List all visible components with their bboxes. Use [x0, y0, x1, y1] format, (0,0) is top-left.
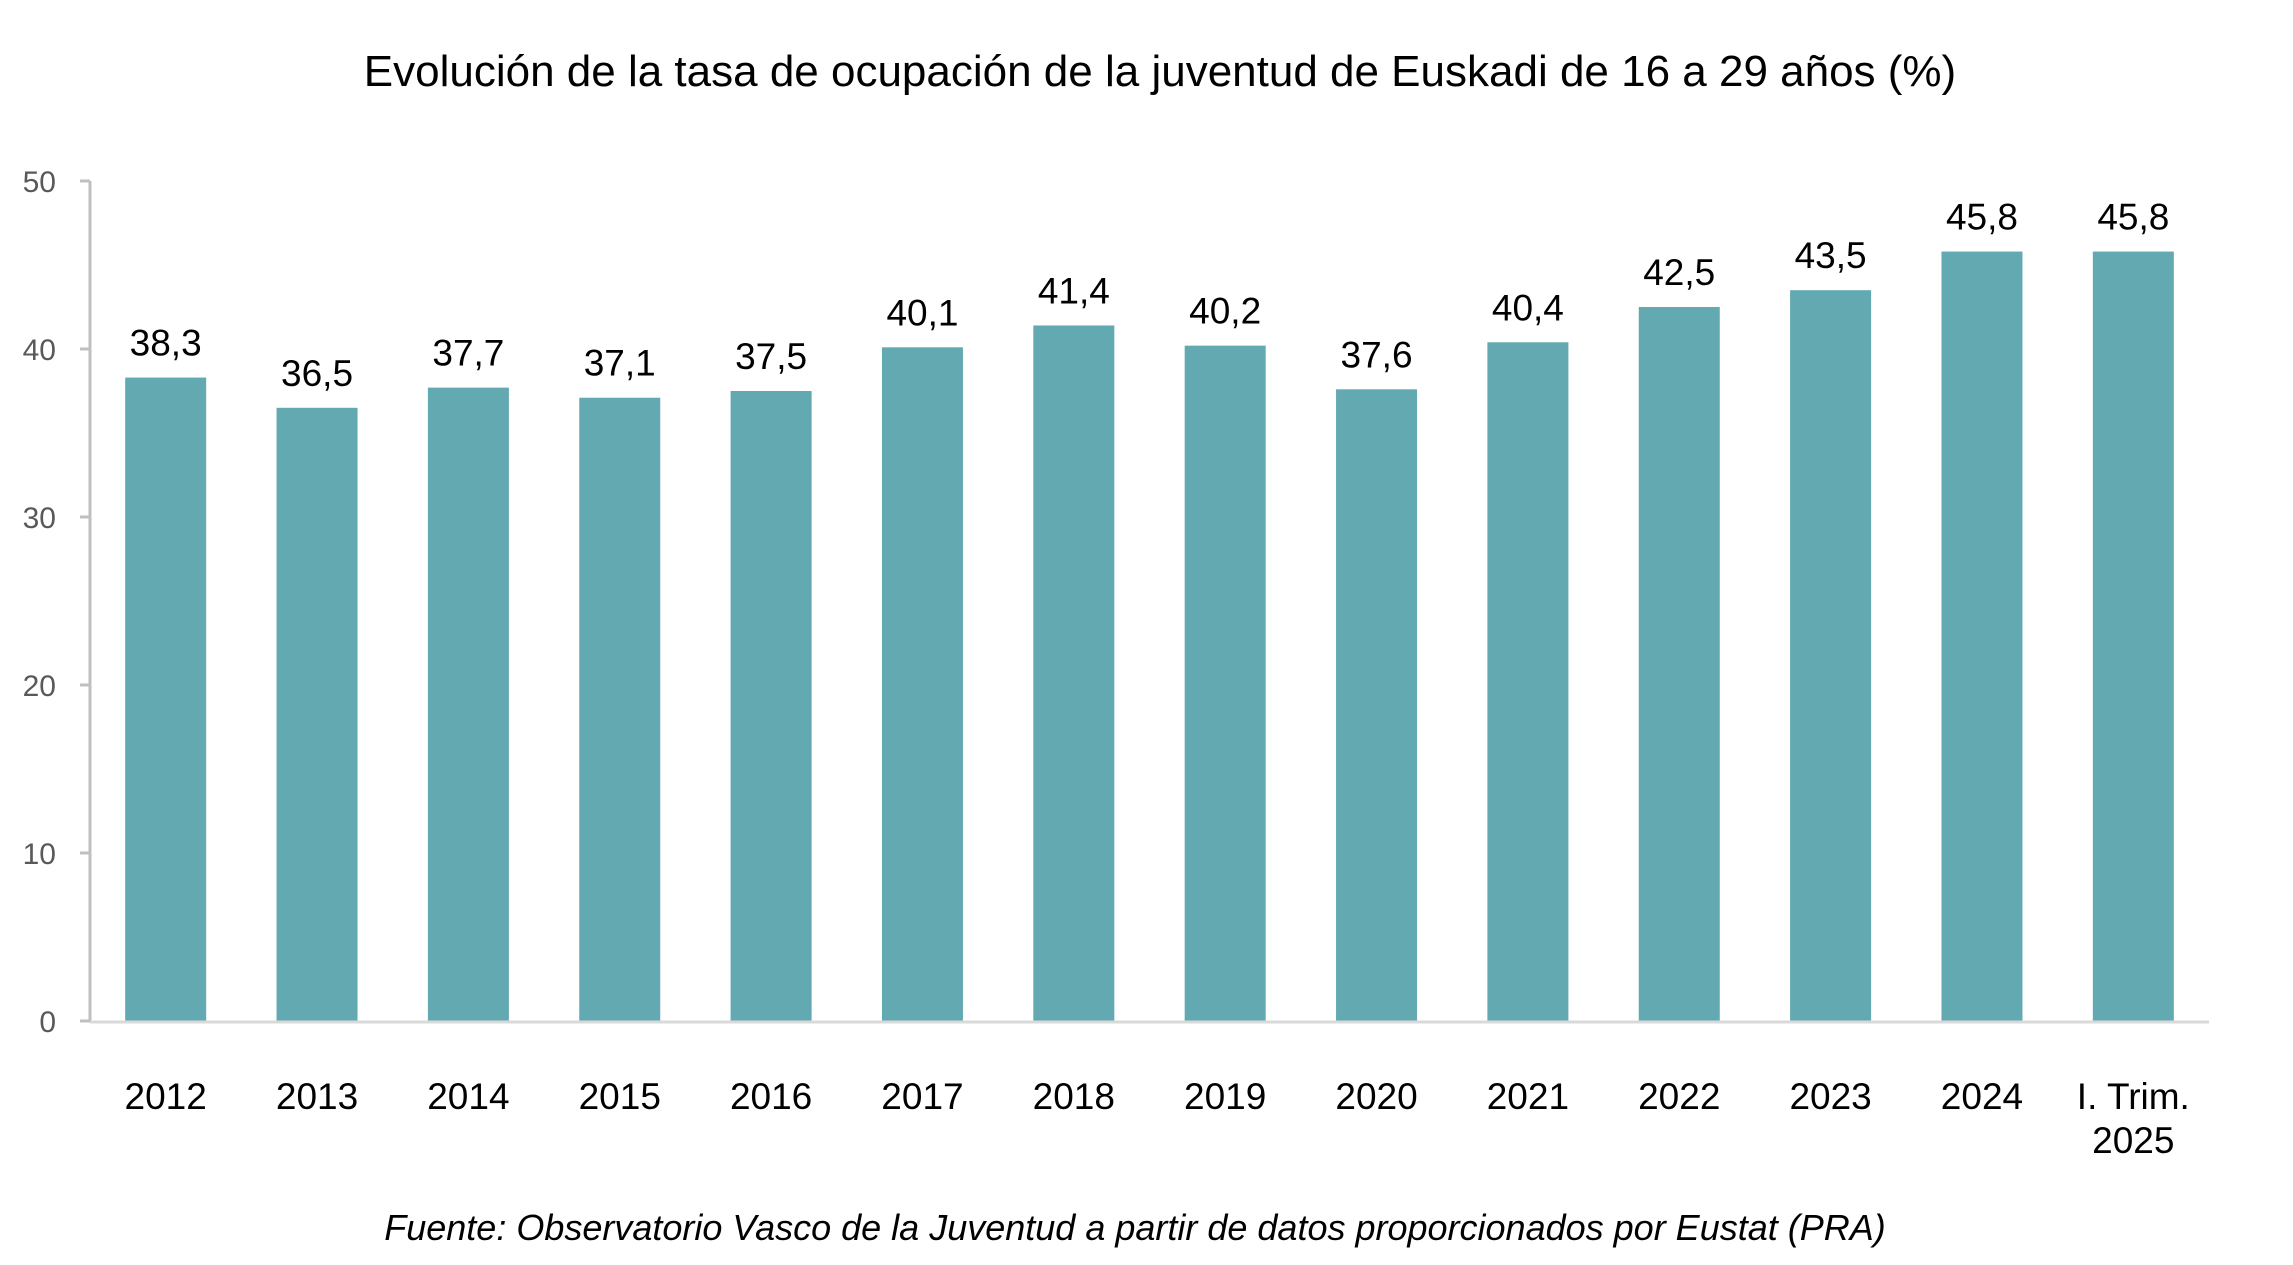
bar: [2092, 251, 2174, 1021]
data-label: 40,4: [1492, 287, 1564, 328]
x-tick-label: 2024: [1941, 1076, 2023, 1117]
y-tick-label: 30: [23, 502, 56, 535]
x-tick-label: 2012: [125, 1076, 207, 1117]
x-tick-label: 2020: [1335, 1076, 1417, 1117]
bars: 38,3 36,5 37,7 37,1 37,5 40,1 41,4 40,2 37,6 40,4…: [125, 197, 2174, 1022]
bar: [427, 387, 509, 1021]
bar: [1638, 307, 1720, 1021]
x-tick-label: 2015: [579, 1076, 661, 1117]
x-tick-label: 2022: [1638, 1076, 1720, 1117]
bar: [1033, 325, 1115, 1022]
x-tick-label: 2023: [1789, 1076, 1871, 1117]
x-tick-label: 2021: [1487, 1076, 1569, 1117]
data-label: 38,3: [130, 323, 202, 364]
y-tick-label: 40: [23, 334, 56, 367]
data-label: 45,8: [2097, 197, 2169, 238]
data-label: 36,5: [281, 353, 353, 394]
data-label: 37,5: [735, 336, 807, 377]
x-tick-label: 2013: [276, 1076, 358, 1117]
bar: [276, 407, 358, 1021]
source-note: Fuente: Observatorio Vasco de la Juventu…: [384, 1207, 1886, 1248]
data-label: 37,6: [1341, 334, 1413, 375]
bar: [579, 397, 661, 1022]
data-label: 40,1: [886, 292, 958, 333]
x-tick-label: 2018: [1033, 1076, 1115, 1117]
x-tick-label: I. Trim. 2025: [2077, 1076, 2190, 1161]
data-label: 42,5: [1643, 252, 1715, 293]
y-axis: 0 10 20 30 40 50: [23, 166, 92, 1039]
x-tick-label: 2014: [427, 1076, 509, 1117]
bar: [1336, 389, 1418, 1021]
bar: [125, 377, 207, 1021]
bar: [1941, 251, 2023, 1021]
data-label: 43,5: [1795, 235, 1867, 276]
y-tick-label: 50: [23, 166, 56, 199]
x-tick-label: 2019: [1184, 1076, 1266, 1117]
bar: [1790, 290, 1872, 1021]
bar: [1184, 345, 1266, 1021]
y-tick-label: 0: [39, 1006, 56, 1039]
data-label: 45,8: [1946, 197, 2018, 238]
y-tick-label: 20: [23, 670, 56, 703]
data-label: 37,7: [432, 333, 504, 374]
bar: [1487, 342, 1569, 1021]
chart-title: Evolución de la tasa de ocupación de la …: [364, 47, 1956, 96]
data-label: 40,2: [1189, 291, 1261, 332]
bar: [881, 347, 963, 1021]
data-label: 37,1: [584, 343, 656, 384]
x-tick-label: 2017: [881, 1076, 963, 1117]
y-tick-label: 10: [23, 838, 56, 871]
bar: [730, 391, 812, 1021]
x-tick-label: 2016: [730, 1076, 812, 1117]
x-axis: 2012 2013 2014 2015 2016 2017 2018 2019 2020 2021…: [90, 1020, 2209, 1161]
data-label: 41,4: [1038, 270, 1110, 311]
